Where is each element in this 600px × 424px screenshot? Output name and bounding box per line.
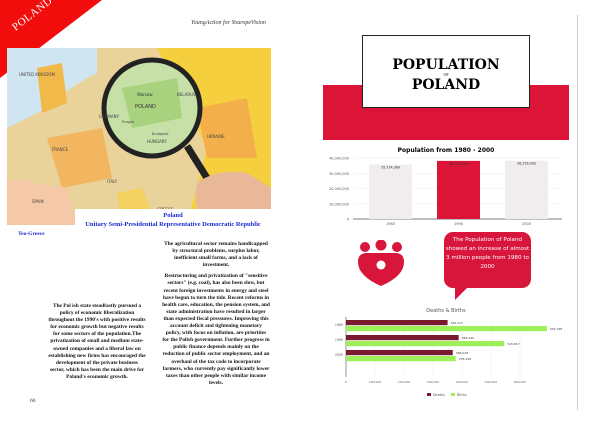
data-label: 368,028 (456, 351, 468, 355)
x-tick-label: 0 (345, 380, 347, 384)
x-tick-label: 300,000 (427, 380, 439, 384)
y-tick-label: 20,000,000 (329, 187, 349, 191)
map-label: UNITED KINGDOM (19, 72, 56, 77)
x-tick-label: 100,000 (369, 380, 381, 384)
x-tick-label: 400,000 (456, 380, 468, 384)
deaths-births-chart: Deaths & Births 0 100,000 200,000 300,000 400… (335, 308, 563, 397)
caption-subtitle: Unitary Semi-Presidential Representative… (85, 221, 261, 228)
bar-deaths-1980 (346, 320, 448, 326)
x-tick-label: 500,000 (485, 380, 497, 384)
map-label: FRANCE (52, 147, 68, 152)
legend-label: Deaths (433, 393, 445, 397)
map-label: UKRAINE (207, 134, 225, 139)
byline: Teo-Greece (18, 231, 45, 237)
data-label: 545,817 (507, 342, 519, 346)
bar-deaths-2000 (346, 350, 453, 356)
page-number: 66 (30, 398, 36, 404)
data-label: 350,217 (451, 321, 463, 325)
article-column-1: The Pol ish state steadfastly pursued a … (48, 303, 146, 380)
title-line-1: POPULATION (392, 57, 500, 73)
title-box: POPULATION OF POLAND (362, 35, 530, 108)
bar-deaths-1990 (346, 335, 459, 341)
data-label: 378,348 (459, 357, 471, 361)
x-tick-label: 600,000 (514, 380, 526, 384)
x-tick-label: 1990 (454, 222, 463, 226)
page-edge-divider (577, 15, 578, 410)
caption-title: Poland (163, 212, 183, 219)
callout-bubble: The Population of Poland showed an incre… (444, 232, 531, 288)
y-tick-label: 0 (347, 218, 349, 222)
chart-title: Deaths & Births (426, 308, 466, 314)
paragraph: The agricultural sector remains handicap… (164, 241, 268, 269)
y-tick-label: 40,000,000 (329, 157, 349, 161)
map-label: POLAND (135, 104, 156, 110)
callout-tail (455, 286, 469, 300)
y-tick-label: 1990 (335, 338, 343, 342)
x-tick-label: 1980 (386, 222, 395, 226)
data-label: 38,256,000 (517, 162, 536, 166)
y-tick-label: 1980 (335, 323, 343, 327)
x-tick-label: 2000 (522, 222, 531, 226)
map-caption: Poland Unitary Semi-Presidential Represe… (75, 209, 271, 231)
y-tick-label: 30,000,000 (329, 172, 349, 176)
legend-swatch (427, 393, 431, 396)
article-column-2: The agricultural sector remains handicap… (162, 241, 270, 391)
bar-births-1990 (346, 341, 505, 347)
population-bar-chart: Population from 1980 - 2000 0 10,000,000 20… (329, 147, 562, 226)
paragraph: Restructuring and privatization of "sens… (162, 273, 270, 386)
bar-1990 (437, 160, 480, 219)
bar-births-1980 (346, 326, 547, 332)
bar-births-2000 (346, 356, 456, 362)
x-tick-label: 200,000 (398, 380, 410, 384)
y-tick-label: 10,000,000 (329, 202, 349, 206)
magazine-header: YoungAction for YouropeVision (191, 20, 266, 26)
data-label: 388,440 (462, 336, 474, 340)
legend-label: Births (457, 393, 467, 397)
bar-1980 (369, 164, 412, 219)
map-photo: UNITED KINGDOM FRANCE SPAIN ITALY POLAND… (7, 48, 271, 225)
map-label: HUNGARY (147, 139, 167, 144)
map-label: Budapest (152, 132, 169, 136)
data-label: 692,798 (550, 327, 562, 331)
map-label: Prague (122, 120, 134, 124)
map-label: GERMANY (99, 114, 120, 119)
title-line-2: OF (443, 72, 449, 77)
map-label: ITALY (107, 179, 118, 184)
map-label: BELARUS (177, 92, 196, 97)
family-group-icon (358, 240, 404, 286)
bar-2000 (505, 160, 548, 219)
map-label: Warsaw (137, 92, 153, 97)
data-label: 35,734,969 (381, 166, 400, 170)
data-label: 38,110,000 (449, 162, 468, 166)
title-line-3: POLAND (411, 77, 481, 93)
map-label: SPAIN (32, 199, 44, 204)
y-tick-label: 2000 (335, 353, 343, 357)
chart-title: Population from 1980 - 2000 (398, 147, 495, 154)
legend-swatch (451, 393, 455, 396)
map-illustration: UNITED KINGDOM FRANCE SPAIN ITALY POLAND… (7, 48, 271, 225)
